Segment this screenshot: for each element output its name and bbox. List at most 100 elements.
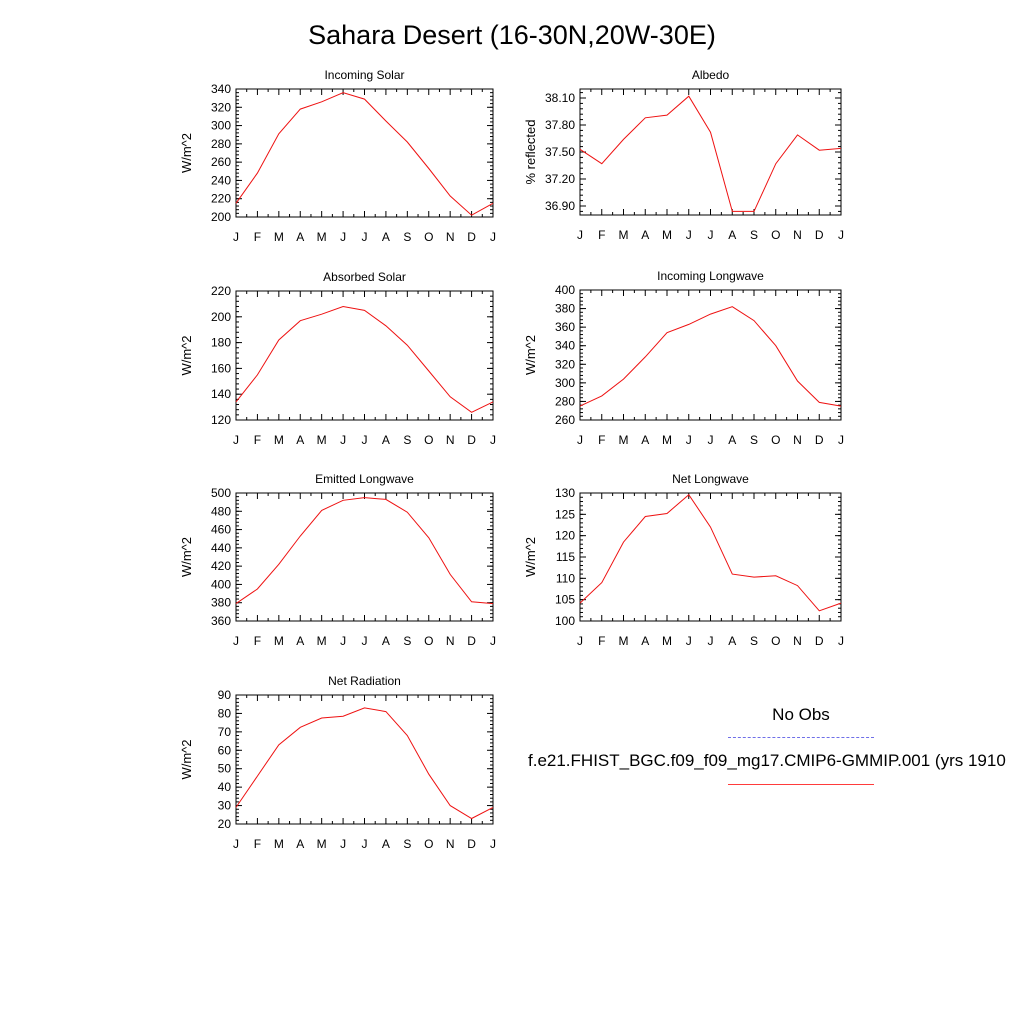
y-tick-label: 60	[218, 743, 232, 757]
plot-frame	[235, 88, 494, 218]
plot-frame	[579, 492, 842, 622]
y-tick-label: 180	[211, 336, 231, 350]
y-axis-label: W/m^2	[179, 739, 194, 779]
x-tick-label: J	[340, 433, 346, 447]
x-tick-label: D	[467, 837, 476, 851]
y-tick-label: 110	[556, 571, 575, 585]
x-tick-label: A	[728, 433, 736, 447]
y-tick-label: 280	[211, 137, 231, 151]
x-tick-label: J	[340, 634, 346, 648]
y-tick-label: 260	[555, 413, 575, 427]
x-tick-label: M	[662, 634, 672, 648]
x-tick-label: J	[340, 837, 346, 851]
y-axis-label: % reflected	[523, 119, 538, 184]
y-tick-label: 400	[211, 577, 231, 591]
y-tick-label: 30	[218, 799, 232, 813]
series-line-net-longwave	[579, 493, 842, 612]
x-tick-label: J	[577, 228, 583, 242]
y-tick-label: 340	[555, 339, 575, 353]
series-line-emitted-longwave	[235, 497, 494, 605]
x-tick-label: J	[708, 433, 714, 447]
x-tick-label: A	[382, 634, 390, 648]
plot-frame	[579, 289, 842, 421]
x-tick-label: J	[686, 228, 692, 242]
x-tick-label: F	[598, 433, 605, 447]
y-tick-label: 80	[218, 706, 232, 720]
x-tick-label: O	[771, 228, 780, 242]
x-tick-label: M	[619, 634, 629, 648]
x-tick-label: A	[296, 230, 304, 244]
y-axis-label: W/m^2	[523, 335, 538, 375]
x-tick-label: N	[446, 433, 455, 447]
x-tick-label: S	[403, 837, 411, 851]
x-tick-label: J	[362, 433, 368, 447]
plot-frame	[235, 492, 494, 622]
chart-title: Net Longwave	[672, 472, 749, 486]
y-tick-label: 260	[211, 155, 231, 169]
y-tick-label: 115	[556, 550, 575, 564]
x-tick-label: J	[490, 634, 496, 648]
y-tick-label: 440	[211, 541, 231, 555]
y-tick-label: 360	[555, 320, 575, 334]
y-tick-label: 37.80	[545, 118, 575, 132]
x-tick-label: N	[446, 230, 455, 244]
x-tick-label: A	[641, 433, 649, 447]
y-tick-label: 380	[211, 596, 231, 610]
x-tick-label: J	[233, 230, 239, 244]
y-tick-label: 340	[211, 82, 231, 96]
x-tick-label: J	[362, 837, 368, 851]
x-tick-label: S	[750, 228, 758, 242]
x-tick-label: J	[362, 634, 368, 648]
x-tick-label: J	[490, 433, 496, 447]
y-axis-label: W/m^2	[179, 335, 194, 375]
x-tick-label: J	[490, 837, 496, 851]
y-tick-label: 220	[211, 192, 231, 206]
y-tick-label: 220	[211, 284, 231, 298]
x-tick-label: M	[317, 634, 327, 648]
series-line-albedo	[579, 95, 842, 212]
x-tick-label: M	[317, 837, 327, 851]
y-tick-label: 36.90	[545, 199, 575, 213]
legend-case-label: f.e21.FHIST_BGC.f09_f09_mg17.CMIP6-GMMIP…	[528, 751, 1006, 770]
x-tick-label: D	[467, 433, 476, 447]
legend-case-line	[728, 784, 874, 785]
page-title: Sahara Desert (16-30N,20W-30E)	[308, 20, 716, 50]
x-tick-label: D	[815, 634, 824, 648]
x-tick-label: F	[254, 634, 261, 648]
x-tick-label: J	[838, 433, 844, 447]
x-tick-label: F	[598, 228, 605, 242]
x-tick-label: J	[686, 634, 692, 648]
series-line-net-radiation	[235, 707, 494, 820]
y-tick-label: 70	[218, 725, 232, 739]
x-tick-label: A	[641, 228, 649, 242]
y-tick-label: 105	[555, 593, 575, 607]
x-tick-label: F	[254, 433, 261, 447]
y-tick-label: 100	[555, 614, 575, 628]
plot-frame	[579, 88, 842, 216]
y-tick-label: 120	[555, 529, 575, 543]
x-tick-label: J	[686, 433, 692, 447]
x-tick-label: O	[771, 634, 780, 648]
y-tick-label: 320	[211, 100, 231, 114]
x-tick-label: J	[708, 228, 714, 242]
y-tick-label: 360	[211, 614, 231, 628]
x-tick-label: M	[317, 433, 327, 447]
y-tick-label: 200	[211, 210, 231, 224]
y-tick-label: 50	[218, 762, 232, 776]
x-tick-label: A	[728, 228, 736, 242]
chart-title: Absorbed Solar	[323, 270, 406, 284]
x-tick-label: M	[619, 228, 629, 242]
y-tick-label: 37.20	[545, 172, 575, 186]
x-tick-label: F	[254, 837, 261, 851]
x-tick-label: A	[382, 230, 390, 244]
chart-title: Net Radiation	[328, 674, 401, 688]
x-tick-label: J	[490, 230, 496, 244]
x-tick-label: A	[296, 634, 304, 648]
x-tick-label: A	[296, 837, 304, 851]
